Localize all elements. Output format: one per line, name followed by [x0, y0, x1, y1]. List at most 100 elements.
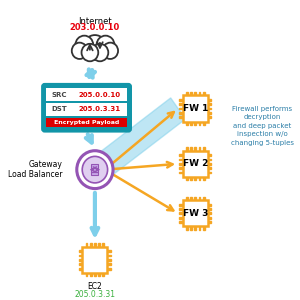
Bar [208, 112, 211, 114]
Bar [199, 122, 200, 125]
Polygon shape [98, 98, 185, 175]
FancyBboxPatch shape [92, 168, 98, 172]
Bar [203, 122, 205, 125]
FancyBboxPatch shape [183, 95, 208, 122]
Text: FW 3: FW 3 [183, 209, 208, 218]
Bar [179, 217, 183, 219]
Bar [190, 226, 192, 230]
Bar [208, 172, 211, 173]
Bar [179, 172, 183, 173]
Text: DST: DST [51, 106, 67, 112]
Bar [203, 147, 205, 151]
Circle shape [92, 44, 108, 61]
Bar [208, 103, 211, 105]
Bar [86, 243, 87, 247]
Bar [190, 147, 192, 151]
Circle shape [75, 36, 93, 54]
Bar [199, 92, 200, 95]
Text: 203.0.0.10: 203.0.0.10 [70, 23, 120, 32]
Bar [194, 197, 196, 200]
Bar [208, 167, 211, 169]
Bar [186, 197, 188, 200]
Bar [94, 243, 96, 247]
Bar [90, 243, 92, 247]
Bar [203, 92, 205, 95]
Bar [179, 221, 183, 223]
Bar [203, 226, 205, 230]
Bar [102, 273, 104, 277]
Text: 205.0.3.31: 205.0.3.31 [78, 106, 121, 112]
Bar [203, 197, 205, 200]
FancyBboxPatch shape [92, 164, 98, 167]
Bar [190, 92, 192, 95]
Bar [194, 147, 196, 151]
FancyBboxPatch shape [82, 247, 107, 273]
Circle shape [83, 35, 106, 59]
Bar [179, 116, 183, 118]
Bar [179, 112, 183, 114]
Bar [194, 177, 196, 180]
Text: 205.0.0.10: 205.0.0.10 [78, 92, 121, 98]
FancyBboxPatch shape [46, 103, 127, 116]
Bar [179, 99, 183, 101]
FancyBboxPatch shape [183, 200, 208, 226]
Bar [199, 147, 200, 151]
Bar [179, 163, 183, 165]
Bar [208, 163, 211, 165]
Bar [186, 122, 188, 125]
Bar [98, 273, 100, 277]
Circle shape [72, 43, 87, 59]
Bar [208, 154, 211, 156]
Bar [179, 208, 183, 210]
Bar [199, 226, 200, 230]
Circle shape [77, 151, 113, 189]
Bar [79, 250, 82, 252]
Circle shape [82, 156, 108, 183]
Text: FW 2: FW 2 [183, 159, 208, 168]
Bar [208, 116, 211, 118]
Bar [208, 204, 211, 206]
Bar [90, 273, 92, 277]
Bar [208, 217, 211, 219]
Bar [107, 268, 111, 270]
Bar [190, 177, 192, 180]
Bar [186, 177, 188, 180]
Text: Gateway
Load Balancer: Gateway Load Balancer [8, 160, 63, 179]
Bar [208, 221, 211, 223]
Bar [107, 263, 111, 265]
Bar [186, 226, 188, 230]
Text: EC2: EC2 [88, 282, 102, 291]
Bar [194, 122, 196, 125]
Bar [179, 204, 183, 206]
Circle shape [102, 43, 118, 59]
Bar [179, 103, 183, 105]
Bar [208, 108, 211, 109]
Bar [179, 212, 183, 214]
FancyBboxPatch shape [92, 172, 98, 175]
Bar [208, 99, 211, 101]
Text: Internet: Internet [78, 17, 112, 26]
Text: 205.0.3.31: 205.0.3.31 [74, 290, 116, 299]
Bar [94, 273, 96, 277]
Bar [186, 147, 188, 151]
Bar [79, 259, 82, 261]
FancyBboxPatch shape [43, 84, 130, 131]
Bar [199, 177, 200, 180]
FancyBboxPatch shape [46, 118, 127, 127]
Bar [102, 243, 104, 247]
Bar [186, 92, 188, 95]
Bar [208, 208, 211, 210]
Bar [199, 197, 200, 200]
Bar [98, 243, 100, 247]
Bar [179, 167, 183, 169]
Circle shape [97, 36, 114, 54]
FancyBboxPatch shape [183, 151, 208, 177]
Bar [208, 212, 211, 214]
Bar [190, 197, 192, 200]
Bar [203, 177, 205, 180]
Text: SRC: SRC [52, 92, 67, 98]
Bar [86, 273, 87, 277]
Bar [79, 263, 82, 265]
Bar [190, 122, 192, 125]
Bar [79, 268, 82, 270]
